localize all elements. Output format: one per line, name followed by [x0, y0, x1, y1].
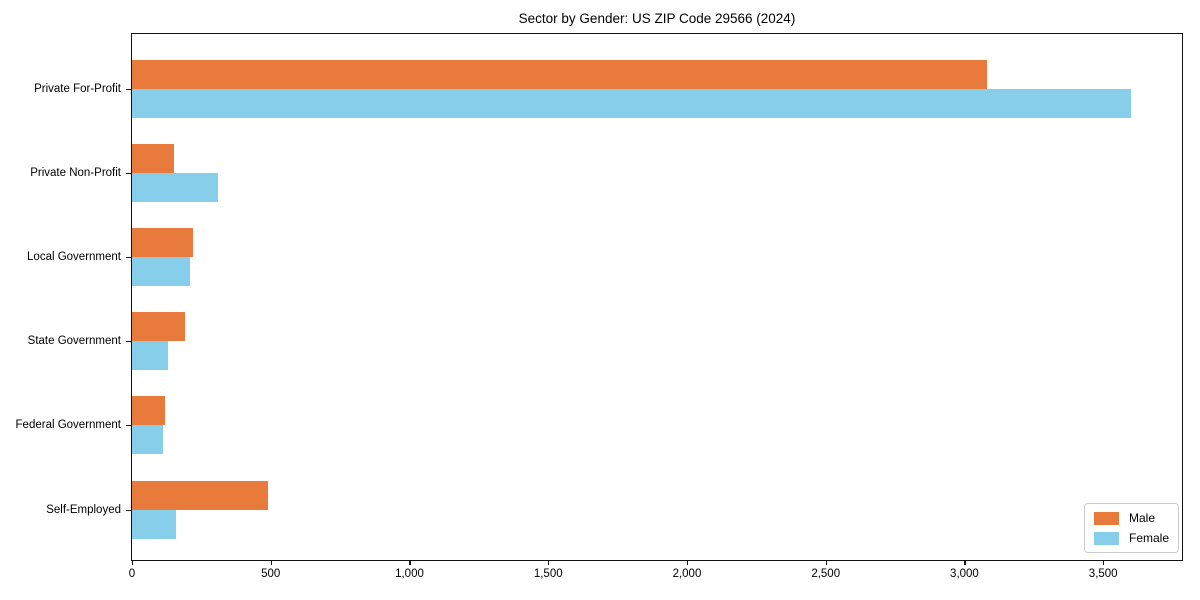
- y-tick-label-state-government: State Government: [27, 335, 121, 348]
- y-tick-label-federal-government: Federal Government: [15, 419, 121, 432]
- bar-male-state-government: [132, 312, 185, 342]
- y-tick-mark: [126, 425, 131, 427]
- x-tick-mark: [270, 560, 272, 565]
- bar-male-local-government: [132, 227, 194, 257]
- x-tick-label-2-000: 2,000: [672, 568, 702, 580]
- bar-female-private-for-profit: [132, 88, 1131, 118]
- plot-area: Male Female: [131, 33, 1183, 561]
- legend-item-female: Female: [1093, 531, 1169, 545]
- chart-title: Sector by Gender: US ZIP Code 29566 (202…: [518, 11, 796, 26]
- y-tick-mark: [126, 88, 131, 90]
- bar-female-local-government: [132, 256, 191, 286]
- bar-female-state-government: [132, 341, 169, 371]
- x-tick-label-500: 500: [261, 568, 281, 580]
- legend-swatch-male: [1093, 511, 1119, 525]
- y-tick-label-local-government: Local Government: [27, 250, 121, 263]
- y-tick-mark: [126, 256, 131, 259]
- y-axis-labels: Private For-Profit Private Non-Profit Loca…: [0, 0, 121, 600]
- legend-swatch-female: [1093, 531, 1119, 545]
- bar-female-private-non-profit: [132, 172, 219, 202]
- y-tick-label-private-for-profit: Private For-Profit: [34, 82, 121, 95]
- x-tick-mark: [548, 560, 550, 565]
- x-tick-mark: [1103, 560, 1105, 565]
- x-tick-label-1-500: 1,500: [533, 568, 563, 580]
- x-tick-mark: [132, 560, 134, 565]
- x-tick-mark: [825, 560, 827, 565]
- y-tick-label-private-non-profit: Private Non-Profit: [30, 166, 121, 179]
- bar-male-federal-government: [132, 396, 166, 426]
- x-tick-label-3-500: 3,500: [1088, 568, 1118, 580]
- legend-item-male: Male: [1093, 511, 1169, 525]
- y-tick-mark: [126, 509, 131, 511]
- x-tick-label-2-500: 2,500: [811, 568, 841, 580]
- bar-female-federal-government: [132, 425, 163, 455]
- x-tick-mark: [686, 560, 689, 565]
- y-tick-mark: [126, 341, 131, 343]
- bar-male-private-for-profit: [132, 59, 987, 89]
- legend-label-male: Male: [1128, 511, 1155, 525]
- legend-label-female: Female: [1128, 531, 1169, 545]
- x-tick-label-3-000: 3,000: [950, 568, 979, 580]
- y-tick-mark: [126, 172, 131, 174]
- bar-female-self-employed: [132, 509, 177, 539]
- x-tick-label-1-000: 1,000: [395, 568, 424, 580]
- x-tick-mark: [409, 560, 411, 565]
- legend: Male Female: [1083, 503, 1179, 553]
- bar-male-private-non-profit: [132, 143, 174, 173]
- x-tick-label-0: 0: [128, 568, 136, 580]
- y-tick-label-self-employed: Self-Employed: [46, 503, 121, 516]
- x-tick-mark: [964, 560, 966, 565]
- bar-male-self-employed: [132, 480, 268, 510]
